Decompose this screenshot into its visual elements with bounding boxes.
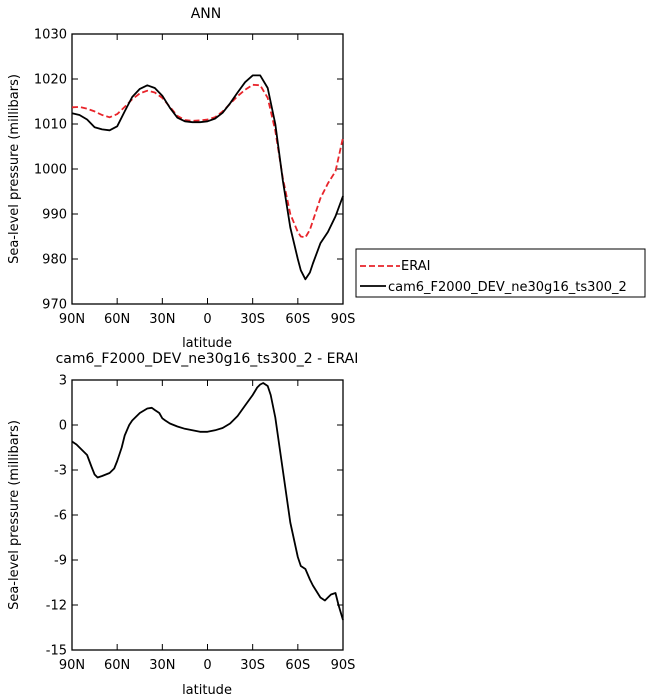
x-ticks: 90N 60N 30N 0 30S 60S 90S — [59, 34, 356, 327]
y-tick-label: 1000 — [34, 163, 67, 178]
y-tick-label: 970 — [42, 298, 67, 313]
legend-label-erai: ERAI — [401, 259, 430, 274]
chart-title: cam6_F2000_DEV_ne30g16_ts300_2 - ERAI — [56, 351, 359, 367]
x-tick-label: 30S — [240, 312, 265, 327]
y-tick-label: -6 — [54, 509, 67, 524]
x-tick-label: 30N — [149, 658, 175, 673]
x-tick-label: 90N — [59, 658, 85, 673]
legend: ERAI cam6_F2000_DEV_ne30g16_ts300_2 — [355, 248, 646, 298]
plot-frame — [71, 33, 344, 305]
x-tick-label: 60N — [104, 312, 130, 327]
y-tick-label: 980 — [42, 253, 67, 268]
y-tick-label: 990 — [42, 208, 67, 223]
y-tick-label: 1020 — [34, 73, 67, 88]
series-line-2 — [71, 74, 344, 281]
legend-box — [355, 248, 646, 298]
x-axis-label: latitude — [182, 336, 232, 351]
chart-title: ANN — [191, 6, 222, 22]
y-tick-label: -3 — [54, 464, 67, 479]
y-ticks: 970 980 990 1000 1010 1020 1030 — [34, 28, 343, 313]
x-tick-label: 0 — [203, 312, 211, 327]
x-tick-label: 90S — [331, 312, 356, 327]
x-tick-label: 0 — [203, 658, 211, 673]
y-tick-label: 0 — [59, 419, 67, 434]
slp-panel: ANN 970 980 990 1000 1010 1020 1030 90N 60N 30N 0… — [7, 6, 646, 351]
legend-label-cam6: cam6_F2000_DEV_ne30g16_ts300_2 — [388, 280, 627, 295]
y-tick-label: -9 — [54, 554, 67, 569]
series-line-1 — [71, 83, 344, 239]
x-tick-label: 90S — [331, 658, 356, 673]
y-ticks: 3 0 -3 -6 -9 -12 -15 — [46, 374, 343, 659]
y-axis-label: Sea-level pressure (millibars) — [7, 74, 22, 264]
series-line-1 — [71, 382, 344, 621]
series-lines — [71, 74, 344, 281]
y-tick-label: 1010 — [34, 118, 67, 133]
plot-frame — [71, 379, 344, 651]
series-lines — [71, 382, 344, 621]
y-tick-label: -15 — [46, 644, 67, 659]
difference-panel: cam6_F2000_DEV_ne30g16_ts300_2 - ERAI 30… — [7, 351, 358, 698]
x-tick-label: 30S — [240, 658, 265, 673]
x-tick-label: 60S — [285, 312, 310, 327]
x-axis-label: latitude — [182, 683, 232, 698]
y-tick-label: 3 — [59, 374, 67, 389]
y-axis-label: Sea-level pressure (millibars) — [7, 420, 22, 610]
x-ticks: 90N 60N 30N 0 30S 60S 90S — [59, 380, 356, 673]
x-tick-label: 90N — [59, 312, 85, 327]
y-tick-label: 1030 — [34, 28, 67, 43]
x-tick-label: 30N — [149, 312, 175, 327]
x-tick-label: 60N — [104, 658, 130, 673]
y-tick-label: -12 — [46, 599, 67, 614]
x-tick-label: 60S — [285, 658, 310, 673]
